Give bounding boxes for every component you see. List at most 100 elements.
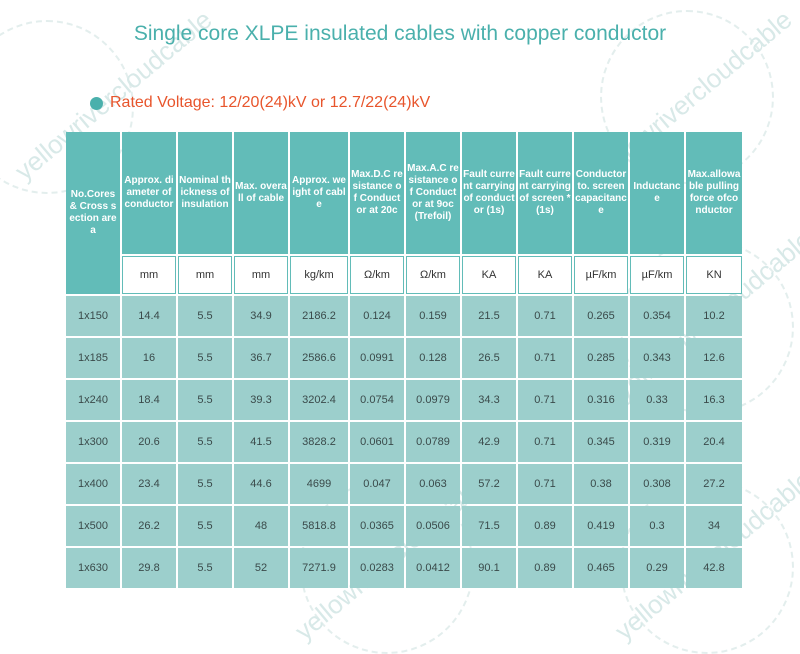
table-cell: 0.71	[518, 296, 572, 336]
rated-voltage-text: Rated Voltage: 12/20(24)kV or 12.7/22(24…	[110, 94, 431, 111]
unit-cell: kg/km	[290, 256, 348, 294]
table-cell: 36.7	[234, 338, 288, 378]
unit-cell: KN	[686, 256, 742, 294]
table-cell: 0.29	[630, 548, 684, 588]
units-row: mm mm mm kg/km Ω/km Ω/km KA KA µF/km µF/…	[66, 256, 742, 294]
unit-cell: µF/km	[574, 256, 628, 294]
table-cell: 0.0283	[350, 548, 404, 588]
header-cell-fault-screen: Fault current carrying of screen * (1s)	[518, 132, 572, 254]
table-row: 1x240 18.4 5.5 39.3 3202.4 0.0754 0.0979 34.3 0.…	[66, 380, 742, 420]
table-cell: 0.419	[574, 506, 628, 546]
table-cell: 0.89	[518, 506, 572, 546]
unit-cell: mm	[178, 256, 232, 294]
table-cell: 16	[122, 338, 176, 378]
table-cell: 16.3	[686, 380, 742, 420]
table-cell-size: 1x400	[66, 464, 120, 504]
table-body: 1x150 14.4 5.5 34.9 2186.2 0.124 0.159 21.5 0.71…	[66, 296, 742, 588]
table-row: 1x185 16 5.5 36.7 2586.6 0.0991 0.128 26.5 0.71 0…	[66, 338, 742, 378]
table-cell: 0.265	[574, 296, 628, 336]
table-cell: 5.5	[178, 296, 232, 336]
header-cell-dc-resistance: Max.D.C resistance of Conductor at 20c	[350, 132, 404, 254]
unit-cell: KA	[462, 256, 516, 294]
table-cell: 0.0412	[406, 548, 460, 588]
table-cell: 0.285	[574, 338, 628, 378]
table-cell: 0.71	[518, 380, 572, 420]
table-cell: 0.0979	[406, 380, 460, 420]
table-cell: 18.4	[122, 380, 176, 420]
table-cell-size: 1x185	[66, 338, 120, 378]
table-cell: 23.4	[122, 464, 176, 504]
table-cell: 0.343	[630, 338, 684, 378]
table-cell: 29.8	[122, 548, 176, 588]
table-cell: 0.33	[630, 380, 684, 420]
unit-cell: KA	[518, 256, 572, 294]
table-cell: 5.5	[178, 380, 232, 420]
page-title: Single core XLPE insulated cables with c…	[133, 22, 667, 45]
header-cell-capacitance: Conductor to. screen capacitance	[574, 132, 628, 254]
unit-cell: mm	[234, 256, 288, 294]
table-cell: 0.128	[406, 338, 460, 378]
table-cell: 57.2	[462, 464, 516, 504]
header-cell-ac-resistance: Max.A.C resistance of Conductor at 9oc (…	[406, 132, 460, 254]
table-cell: 48	[234, 506, 288, 546]
table-cell: 2586.6	[290, 338, 348, 378]
table-cell: 34.9	[234, 296, 288, 336]
unit-cell: mm	[122, 256, 176, 294]
table-cell: 71.5	[462, 506, 516, 546]
header-cell-cores: No.Cores & Cross section area	[66, 132, 120, 294]
unit-cell: µF/km	[630, 256, 684, 294]
header-cell-insulation: Nominal thickness of insulation	[178, 132, 232, 254]
rated-voltage-line: Rated Voltage: 12/20(24)kV or 12.7/22(24…	[90, 94, 430, 112]
table-cell: 26.2	[122, 506, 176, 546]
table-cell-size: 1x500	[66, 506, 120, 546]
table-cell: 27.2	[686, 464, 742, 504]
table-cell: 3202.4	[290, 380, 348, 420]
header-cell-pulling-force: Max.allowable pulling force ofconductor	[686, 132, 742, 254]
table-cell: 44.6	[234, 464, 288, 504]
table-cell: 34	[686, 506, 742, 546]
header-cell-diameter: Approx. diameter of conductor	[122, 132, 176, 254]
table-cell: 5818.8	[290, 506, 348, 546]
table-cell: 39.3	[234, 380, 288, 420]
table-cell-size: 1x300	[66, 422, 120, 462]
table-cell: 5.5	[178, 422, 232, 462]
table-cell: 0.0754	[350, 380, 404, 420]
table-cell: 42.8	[686, 548, 742, 588]
table-cell: 0.465	[574, 548, 628, 588]
table-cell: 12.6	[686, 338, 742, 378]
table-cell: 0.3	[630, 506, 684, 546]
table-cell: 52	[234, 548, 288, 588]
table-cell: 42.9	[462, 422, 516, 462]
table-cell: 7271.9	[290, 548, 348, 588]
table-cell: 0.0991	[350, 338, 404, 378]
table-cell: 0.0365	[350, 506, 404, 546]
header-row: No.Cores & Cross section area Approx. di…	[66, 132, 742, 294]
bullet-dot-icon	[90, 96, 103, 110]
header-cell-inductance: Inductance	[630, 132, 684, 254]
table-cell: 5.5	[178, 464, 232, 504]
table-cell: 0.319	[630, 422, 684, 462]
table-cell: 10.2	[686, 296, 742, 336]
table-cell: 4699	[290, 464, 348, 504]
table-cell: 5.5	[178, 338, 232, 378]
table-cell: 0.71	[518, 338, 572, 378]
table-cell-size: 1x240	[66, 380, 120, 420]
table-cell: 0.047	[350, 464, 404, 504]
table-cell: 0.0601	[350, 422, 404, 462]
table-cell: 0.345	[574, 422, 628, 462]
table-row: 1x400 23.4 5.5 44.6 4699 0.047 0.063 57.2 0.71 0.…	[66, 464, 742, 504]
table-row: 1x500 26.2 5.5 48 5818.8 0.0365 0.0506 71.5 0.89…	[66, 506, 742, 546]
header-cell-overall: Max. overall of cable	[234, 132, 288, 254]
table-cell: 0.124	[350, 296, 404, 336]
table-row: 1x150 14.4 5.5 34.9 2186.2 0.124 0.159 21.5 0.71…	[66, 296, 742, 336]
table-row: 1x630 29.8 5.5 52 7271.9 0.0283 0.0412 90.1 0.89…	[66, 548, 742, 588]
unit-cell: Ω/km	[350, 256, 404, 294]
table-cell: 0.316	[574, 380, 628, 420]
table-cell: 2186.2	[290, 296, 348, 336]
header-cell-weight: Approx. weight of cable	[290, 132, 348, 254]
table-cell: 3828.2	[290, 422, 348, 462]
table-cell: 0.159	[406, 296, 460, 336]
table-cell-size: 1x150	[66, 296, 120, 336]
cable-spec-table: No.Cores & Cross section area Approx. di…	[64, 130, 744, 590]
table-cell: 0.063	[406, 464, 460, 504]
